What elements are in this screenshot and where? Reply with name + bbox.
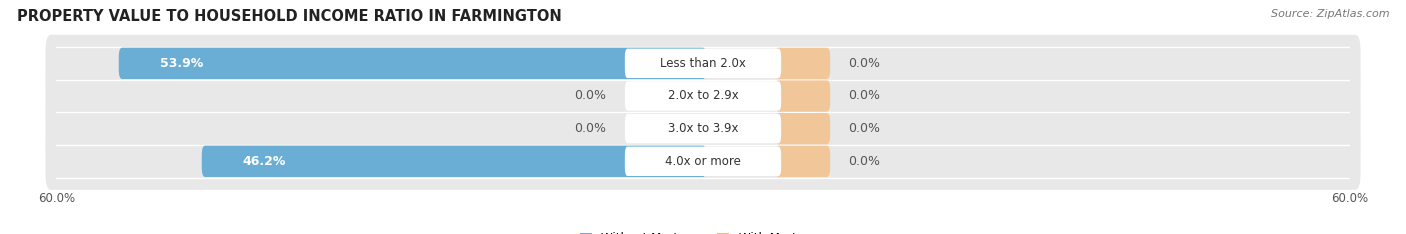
Legend: Without Mortgage, With Mortgage: Without Mortgage, With Mortgage [575, 227, 831, 234]
Text: 53.9%: 53.9% [160, 57, 202, 70]
Text: 0.0%: 0.0% [574, 89, 606, 102]
FancyBboxPatch shape [775, 48, 830, 79]
Text: 2.0x to 2.9x: 2.0x to 2.9x [668, 89, 738, 102]
FancyBboxPatch shape [118, 48, 706, 79]
Text: 4.0x or more: 4.0x or more [665, 155, 741, 168]
FancyBboxPatch shape [624, 81, 782, 111]
Text: 46.2%: 46.2% [243, 155, 285, 168]
FancyBboxPatch shape [45, 67, 1361, 124]
Text: 3.0x to 3.9x: 3.0x to 3.9x [668, 122, 738, 135]
FancyBboxPatch shape [45, 133, 1361, 190]
FancyBboxPatch shape [624, 114, 782, 143]
FancyBboxPatch shape [45, 35, 1361, 92]
FancyBboxPatch shape [45, 100, 1361, 157]
FancyBboxPatch shape [624, 147, 782, 176]
FancyBboxPatch shape [624, 49, 782, 78]
Text: Less than 2.0x: Less than 2.0x [659, 57, 747, 70]
FancyBboxPatch shape [202, 146, 706, 177]
FancyBboxPatch shape [775, 80, 830, 112]
Text: PROPERTY VALUE TO HOUSEHOLD INCOME RATIO IN FARMINGTON: PROPERTY VALUE TO HOUSEHOLD INCOME RATIO… [17, 9, 561, 24]
FancyBboxPatch shape [775, 146, 830, 177]
Text: 0.0%: 0.0% [849, 89, 880, 102]
Text: 0.0%: 0.0% [849, 155, 880, 168]
FancyBboxPatch shape [775, 113, 830, 144]
Text: 0.0%: 0.0% [849, 57, 880, 70]
Text: 0.0%: 0.0% [849, 122, 880, 135]
Text: Source: ZipAtlas.com: Source: ZipAtlas.com [1271, 9, 1389, 19]
Text: 0.0%: 0.0% [574, 122, 606, 135]
